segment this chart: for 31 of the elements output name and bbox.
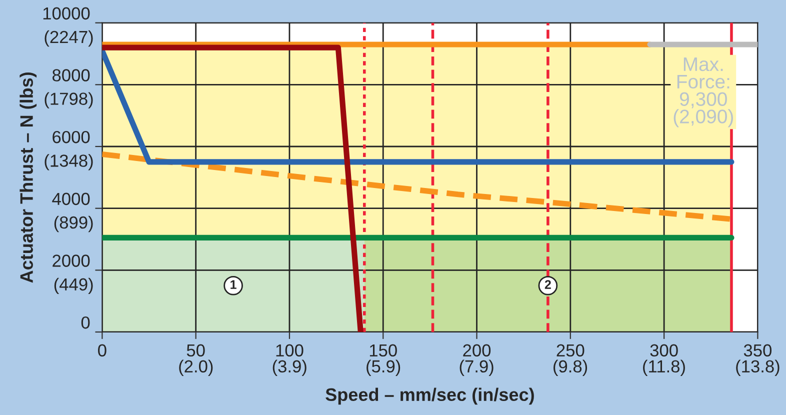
x2-tick-label: (13.8) xyxy=(736,360,780,376)
x-tick-label: 300 xyxy=(650,344,678,357)
x2-tick-label: (3.9) xyxy=(272,360,306,376)
y2-tick-label: (899) xyxy=(54,216,93,232)
band-label: 2 xyxy=(544,280,551,289)
x2-tick-label: (5.9) xyxy=(366,360,400,376)
x2-tick-label: (11.8) xyxy=(643,360,685,376)
band-label: 1 xyxy=(230,280,236,289)
x-axis-title: Speed – mm/sec (in/sec) xyxy=(326,388,534,405)
y-tick-label: 0 xyxy=(81,316,90,329)
x-tick-label: 150 xyxy=(370,344,397,357)
x-tick-label: 350 xyxy=(744,344,772,357)
x-tick-label: 250 xyxy=(556,344,584,357)
x-tick-label: 100 xyxy=(276,344,304,357)
x2-tick-label: (2.0) xyxy=(179,360,213,376)
x-tick-label: 200 xyxy=(463,344,491,357)
y2-tick-label: (2247) xyxy=(44,30,93,47)
y-tick-label: 6000 xyxy=(52,130,90,144)
annotation: Max. Force: 9,300 (2,090) xyxy=(674,58,733,128)
y-tick-label: 10000 xyxy=(43,7,90,20)
y-tick-label: 4000 xyxy=(52,192,90,206)
x2-tick-label: (7.9) xyxy=(460,360,494,376)
x2-tick-label: (9.8) xyxy=(554,360,588,376)
y2-tick-label: (449) xyxy=(54,278,93,294)
y2-tick-label: (1348) xyxy=(44,154,93,170)
y-tick-label: 2000 xyxy=(52,254,90,267)
y-tick-label: 8000 xyxy=(52,69,90,82)
x-tick-label: 0 xyxy=(98,344,106,357)
x-tick-label: 50 xyxy=(186,344,205,357)
y2-tick-label: (1798) xyxy=(44,92,93,108)
y-axis-title: Actuator Thrust – N (lbs) xyxy=(20,72,37,283)
